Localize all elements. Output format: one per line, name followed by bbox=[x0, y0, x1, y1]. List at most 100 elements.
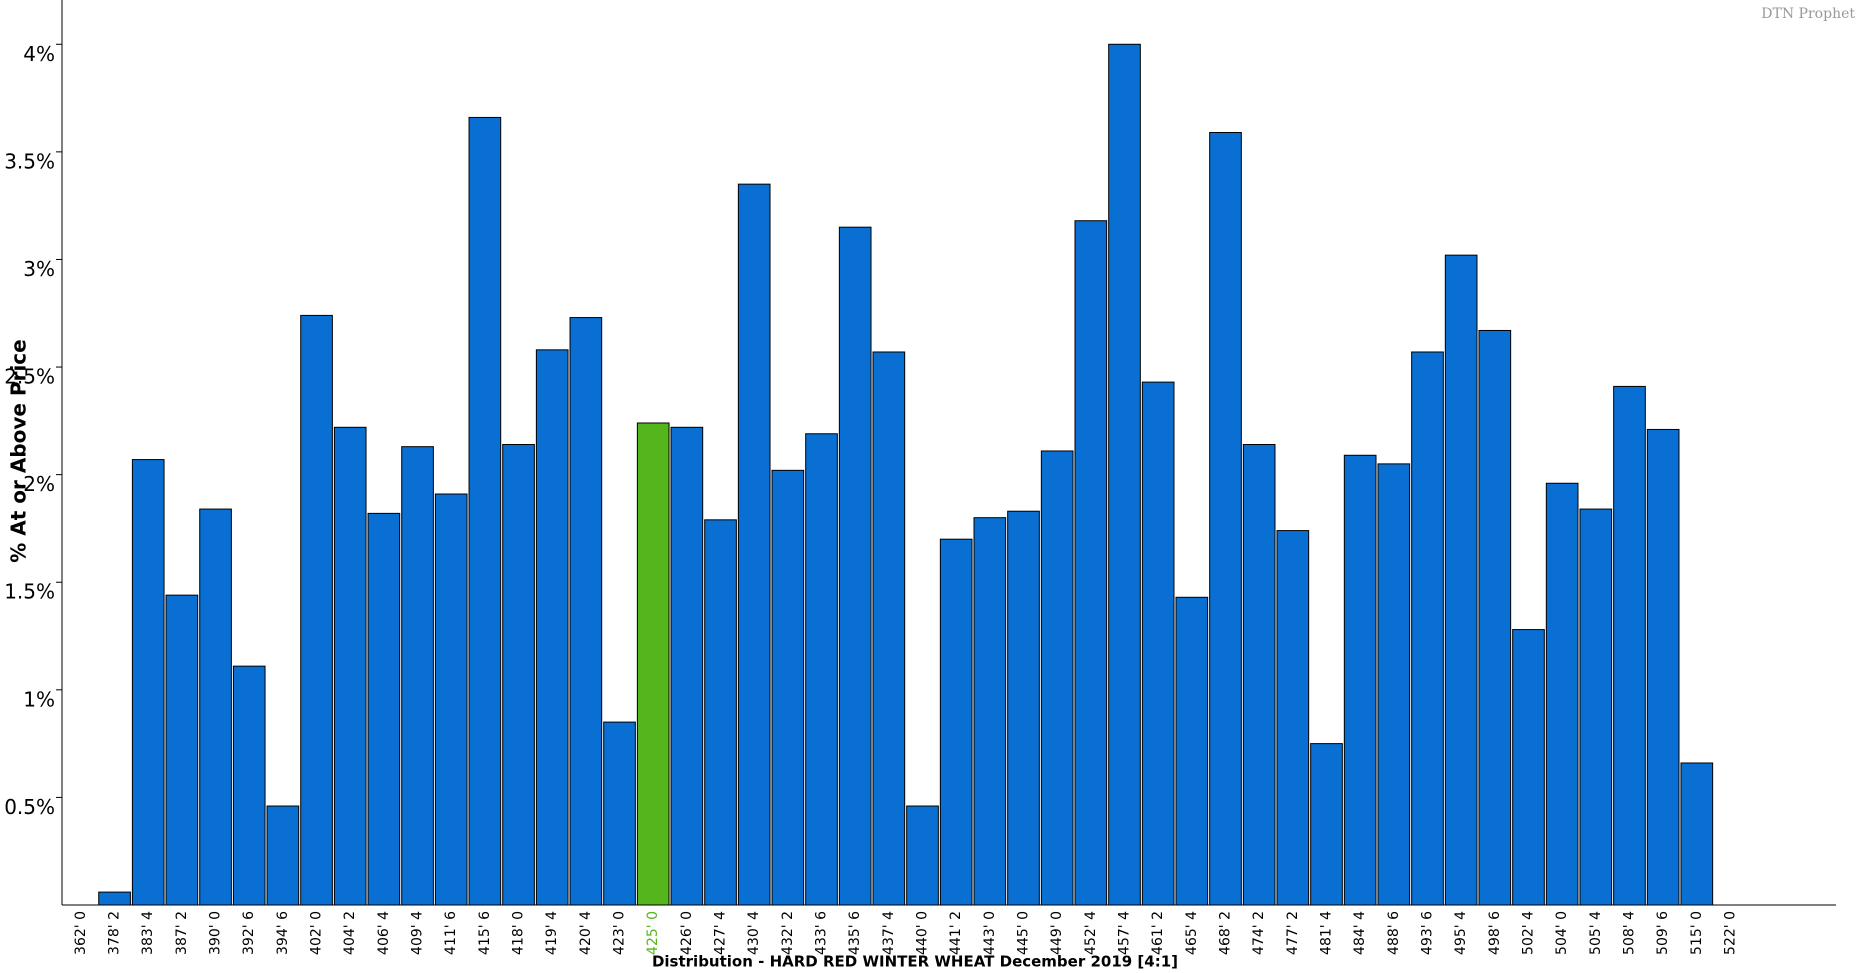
x-tick-label: 509' 6 bbox=[1655, 911, 1671, 955]
x-tick-label: 430' 4 bbox=[746, 911, 762, 955]
bar bbox=[906, 805, 939, 906]
bar bbox=[199, 508, 232, 906]
bar bbox=[872, 351, 906, 906]
y-axis-label: % At or Above Price bbox=[7, 339, 31, 562]
bar bbox=[468, 116, 502, 906]
bar bbox=[670, 426, 704, 906]
bar bbox=[98, 891, 131, 906]
x-tick-label: 481' 4 bbox=[1318, 911, 1334, 955]
x-tick-label: 437' 4 bbox=[881, 911, 897, 955]
x-tick-label: 383' 4 bbox=[140, 911, 156, 955]
x-tick-label: 402' 0 bbox=[309, 911, 325, 955]
x-tick-label: 493' 6 bbox=[1419, 911, 1435, 955]
bar bbox=[434, 493, 468, 906]
x-tick-label: 461' 2 bbox=[1150, 911, 1166, 955]
x-tick-label: 484' 4 bbox=[1352, 911, 1368, 955]
x-tick-label: 435' 6 bbox=[847, 911, 863, 955]
bar bbox=[1310, 743, 1343, 906]
x-tick-label: 474' 2 bbox=[1251, 911, 1267, 955]
brand: DTN Prophet bbox=[1761, 6, 1855, 22]
x-tick-label: 457' 4 bbox=[1117, 911, 1133, 955]
x-tick-label: 465' 4 bbox=[1184, 911, 1200, 955]
x-tick-label: 409' 4 bbox=[410, 911, 426, 955]
y-tick-label: 2.5% bbox=[4, 365, 55, 389]
bar bbox=[1209, 131, 1242, 906]
x-tick-label: 505' 4 bbox=[1588, 911, 1604, 955]
x-tick-label: 387' 2 bbox=[174, 911, 190, 955]
bar bbox=[300, 314, 333, 906]
y-tick-label: 3% bbox=[23, 257, 55, 281]
x-tick-label: 445' 0 bbox=[1016, 911, 1032, 955]
x-tick-label: 504' 0 bbox=[1554, 911, 1570, 955]
x-tick-label: 425' 0 bbox=[645, 911, 661, 955]
chart-title: Distribution - HARD RED WINTER WHEAT Dec… bbox=[652, 953, 1178, 971]
bar bbox=[333, 426, 367, 906]
x-tick-label: 427' 4 bbox=[713, 911, 729, 955]
bar bbox=[1579, 508, 1613, 906]
x-tick-label: 406' 4 bbox=[376, 911, 392, 955]
bar bbox=[535, 349, 569, 906]
bar bbox=[1343, 454, 1377, 906]
bar bbox=[1545, 482, 1579, 906]
x-tick-label: 362' 0 bbox=[73, 911, 89, 955]
x-tick-label: 411' 6 bbox=[443, 911, 459, 955]
bar bbox=[636, 422, 670, 906]
bar bbox=[502, 444, 535, 906]
y-tick-label: 4% bbox=[23, 42, 55, 66]
bar bbox=[737, 183, 771, 906]
bar bbox=[1141, 381, 1175, 906]
x-tick-label: 488' 6 bbox=[1386, 911, 1402, 955]
x-tick-label: 426' 0 bbox=[679, 911, 695, 955]
x-tick-label: 498' 6 bbox=[1487, 911, 1503, 955]
bar bbox=[1613, 385, 1646, 906]
bar bbox=[165, 594, 199, 906]
bar bbox=[603, 721, 636, 906]
x-tick-label: 508' 4 bbox=[1621, 911, 1637, 955]
bar bbox=[1074, 220, 1108, 906]
x-tick-label: 420' 4 bbox=[578, 911, 594, 955]
x-tick-label: 394' 6 bbox=[275, 911, 291, 955]
y-tick-label: 3.5% bbox=[4, 149, 55, 173]
x-tick-label: 515' 0 bbox=[1689, 911, 1705, 955]
x-tick-label: 522' 0 bbox=[1722, 911, 1738, 955]
y-tick-label: 1% bbox=[23, 687, 55, 711]
bar bbox=[973, 517, 1007, 906]
bar bbox=[1444, 254, 1478, 906]
bar bbox=[1646, 428, 1680, 906]
x-tick-label: 418' 0 bbox=[511, 911, 527, 955]
x-tick-label: 468' 2 bbox=[1218, 911, 1234, 955]
x-tick-label: 432' 2 bbox=[780, 911, 796, 955]
bar bbox=[939, 538, 973, 906]
bar bbox=[266, 805, 300, 906]
bar bbox=[1175, 596, 1209, 906]
x-tick-label: 433' 6 bbox=[814, 911, 830, 955]
bar bbox=[704, 519, 737, 906]
bar bbox=[771, 469, 805, 906]
x-tick-label: 452' 4 bbox=[1083, 911, 1099, 955]
bar bbox=[1276, 530, 1310, 906]
bar bbox=[1377, 463, 1411, 906]
bar bbox=[805, 433, 838, 906]
bar bbox=[1512, 629, 1545, 906]
y-tick-label: 2% bbox=[23, 472, 55, 496]
x-tick-label: 443' 0 bbox=[982, 911, 998, 955]
bar bbox=[131, 459, 165, 906]
x-tick-label: 423' 0 bbox=[612, 911, 628, 955]
bar bbox=[569, 317, 603, 906]
bar bbox=[1040, 450, 1074, 906]
bar bbox=[1007, 510, 1040, 906]
bar bbox=[1680, 762, 1714, 906]
bar bbox=[1108, 43, 1141, 906]
x-tick-label: 449' 0 bbox=[1049, 911, 1065, 955]
bar bbox=[232, 665, 266, 906]
bar bbox=[838, 226, 872, 906]
x-tick-label: 390' 0 bbox=[208, 911, 224, 955]
x-tick-label: 440' 0 bbox=[915, 911, 931, 955]
bar bbox=[1411, 351, 1444, 906]
x-tick-label: 404' 2 bbox=[342, 911, 358, 955]
x-tick-label: 378' 2 bbox=[107, 911, 123, 955]
x-tick-label: 502' 4 bbox=[1520, 911, 1536, 955]
bar bbox=[401, 446, 434, 906]
x-tick-label: 419' 4 bbox=[544, 911, 560, 955]
y-tick-label: 0.5% bbox=[4, 795, 55, 819]
